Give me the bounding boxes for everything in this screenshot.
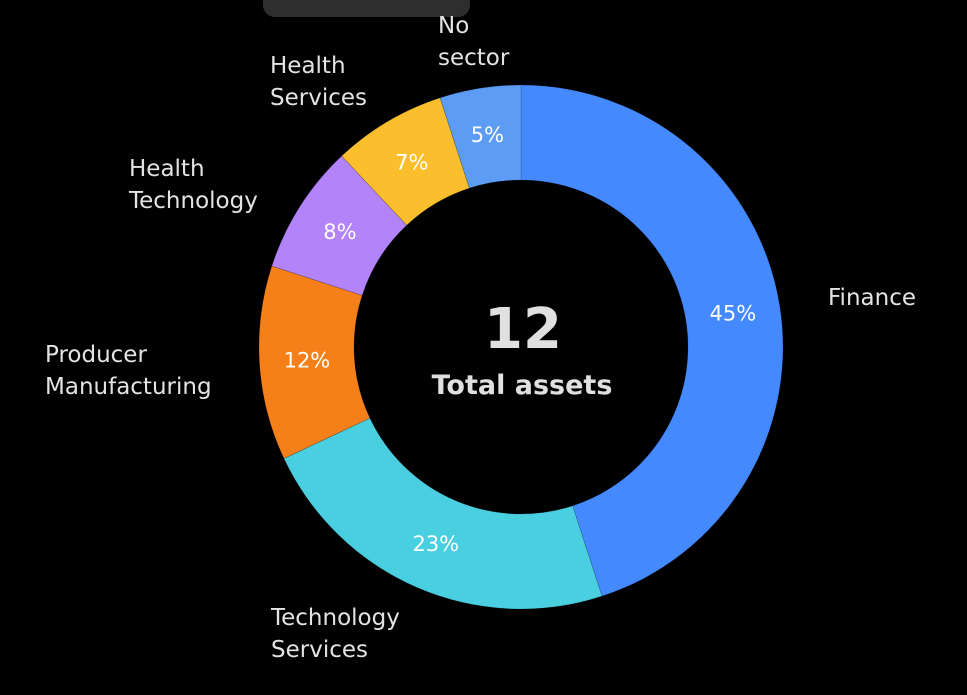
category-label: No sector	[438, 13, 510, 71]
slice-producer-manufacturing[interactable]	[258, 265, 371, 459]
category-label: Health Technology	[128, 156, 258, 214]
value-label: 8%	[323, 220, 356, 244]
value-label: 23%	[412, 532, 459, 556]
slice-no-sector[interactable]	[439, 84, 522, 189]
top-handle-bar	[263, 0, 470, 17]
category-label: Health Services	[270, 53, 367, 111]
category-label: Finance	[828, 285, 916, 311]
category-label: Producer Manufacturing	[45, 342, 212, 400]
value-label: 45%	[710, 301, 757, 325]
value-label: 5%	[471, 123, 504, 147]
value-label: 7%	[395, 150, 428, 174]
center-label: Total assets	[432, 370, 613, 401]
slice-technology-services[interactable]	[283, 417, 603, 610]
center-value: 12	[484, 297, 562, 362]
slice-finance[interactable]	[520, 84, 784, 597]
category-label: Technology Services	[270, 605, 400, 663]
value-label: 12%	[284, 348, 331, 372]
